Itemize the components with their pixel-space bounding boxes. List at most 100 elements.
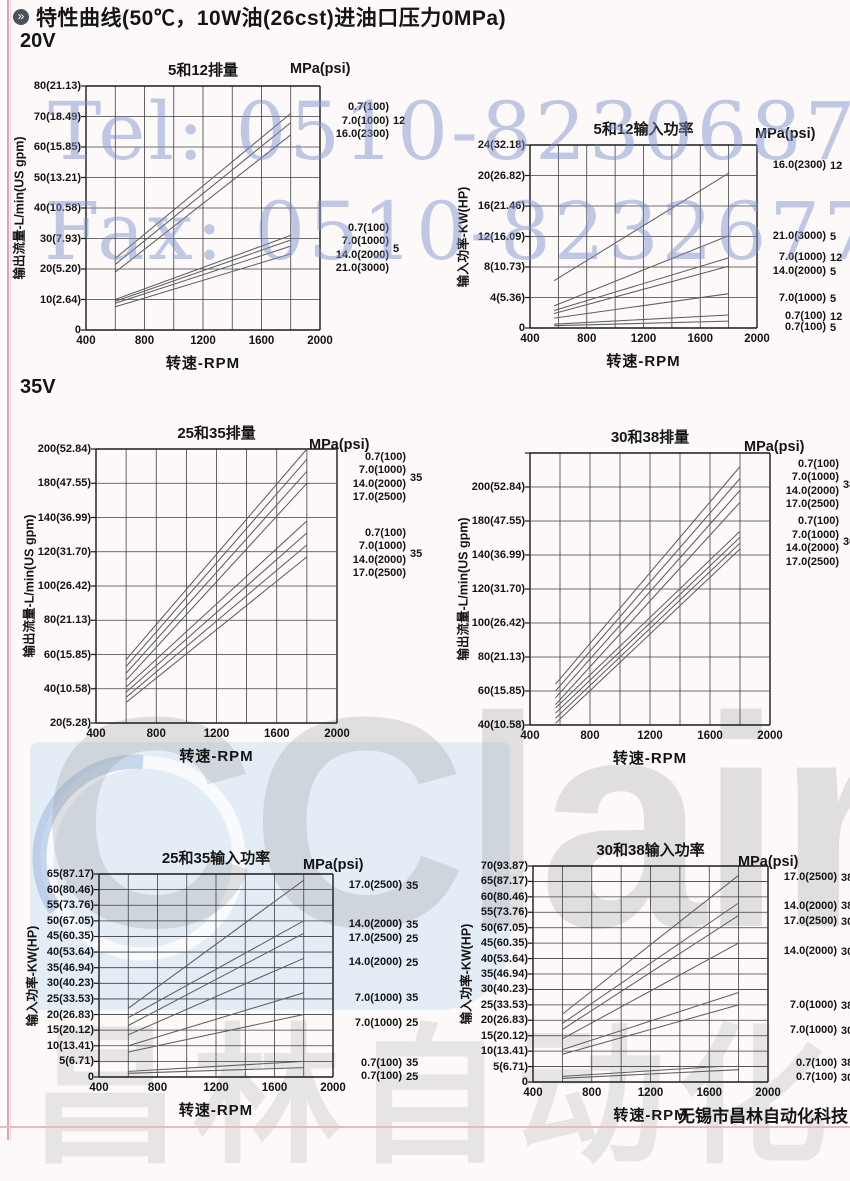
displacement-label: 12 [830,310,843,323]
y-tick-label: 80(21.13) [43,614,91,627]
x-tick-label: 1600 [248,335,275,347]
x-tick-label: 1200 [630,333,657,345]
pressure-label: 21.0(3000) [772,229,826,242]
y-tick-label: 120(31.70) [37,545,91,558]
pressure-label-group: 0.7(100) 12 [762,310,842,324]
pressure-unit-label: MPa(psi) [290,61,351,77]
y-tick-label: 100(26.42) [471,617,525,629]
pressure-unit-label: MPa(psi) [309,437,370,453]
y-axis-label: 输出流量-L/min(US gpm) [456,517,471,661]
y-tick-label: 200(52.84) [471,481,525,493]
curve-5-21.0(3000) [553,235,729,307]
pressure-unit-label: MPa(psi) [744,439,805,455]
pressure-label: 0.7(100) [798,515,839,528]
y-tick-label: 80(21.13) [33,80,81,92]
pressure-label-group: 7.0(1000) 5 [762,292,836,306]
curve-5-21.0(3000) [115,253,291,308]
pressure-label: 21.0(3000) [335,262,389,275]
curve-5-0.7(100) [115,234,291,300]
pressure-label-group: 16.0(2300) 12 [762,159,842,173]
displacement-label: 5 [393,242,400,255]
pressure-label: 7.0(1000) [341,114,389,127]
y-tick-label: 60(15.85) [33,141,81,153]
x-axis-label: 转速-RPM [606,353,681,370]
chart-title: 5和12排量 [167,62,239,79]
displacement-label: 35 [410,547,423,560]
pressure-label: 0.7(100) [348,101,389,114]
y-axis-label: 输出流量-L/min(US gpm) [12,136,27,280]
plot-area [525,144,758,329]
y-tick-label: 100(26.42) [37,580,91,592]
pressure-label-group: 7.0(1000) 12 [762,251,842,265]
plot-area [81,85,321,331]
pressure-label: 17.0(2500) [352,491,406,504]
curve-5-7.0(1000) [115,239,291,302]
pressure-label: 7.0(1000) [778,250,826,263]
pressure-label: 17.0(2500) [352,567,406,580]
pressure-label: 17.0(2500) [785,498,839,511]
chinese-watermark-text: 昌林自动化 [30,1013,841,1181]
y-tick-label: 180(47.55) [37,477,91,490]
pressure-label-group: 7.0(1000) 38 [773,999,850,1013]
page-border-left-inner [10,0,11,1140]
y-tick-label: 0 [74,324,81,336]
x-tick-label: 2000 [307,335,333,347]
pressure-label: 0.7(100) [785,310,826,323]
x-tick-label: 400 [520,333,540,345]
x-tick-label: 800 [134,335,155,347]
curve-5-0.7(100) [554,320,729,327]
curve-5-14.0(2000) [553,265,729,315]
pressure-label: 7.0(1000) [791,528,839,541]
displacement-label: 12 [830,159,843,172]
pressure-label: 7.0(1000) [791,471,839,484]
pressure-label: 7.0(1000) [358,464,406,477]
displacement-label: 5 [830,321,837,334]
page-border-bottom [0,1126,850,1128]
curve-35-7.0(1000) [125,458,308,667]
y-axis-label: 输出流量-L/min(US gpm) [22,514,37,658]
pressure-label: 7.0(1000) [358,540,406,553]
fax-watermark: Fax: 0510-82326771 [44,185,850,278]
y-tick-label: 0 [518,322,525,334]
y-tick-label: 140(36.99) [37,511,91,524]
pressure-label-group: 21.0(3000) 5 [762,230,836,244]
y-tick-label: 8(10.73) [484,261,525,273]
displacement-label: 35 [410,471,423,484]
y-tick-label: 40(10.58) [33,202,81,214]
curve-12-0.7(100) [114,112,292,259]
y-tick-label: 200(52.84) [37,443,91,455]
section-label-20v: 20V [20,30,56,52]
y-tick-label: 30(7.93) [40,232,81,245]
x-tick-label: 1200 [190,335,216,347]
pressure-label: 0.7(100) [785,321,826,334]
chart-title: 25和35排量 [177,425,256,442]
curve-5-14.0(2000) [115,245,291,304]
x-tick-label: 800 [577,333,597,345]
y-axis-label: 输入功率-KW(HP) [456,186,471,287]
page-border-left [7,0,9,1140]
displacement-label: 12 [830,251,843,264]
pressure-label: 7.0(1000) [341,235,389,248]
pressure-unit-label: MPa(psi) [755,126,816,142]
y-tick-label: 20(5.20) [40,263,81,275]
section-bullet-icon: » [13,9,29,25]
pressure-label-group: 0.7(100) 5 [762,321,836,335]
pressure-label: 14.0(2000) [352,477,406,490]
y-tick-label: 16(21.46) [477,200,525,212]
page-title: 特性曲线(50℃，10W油(26cst)进油口压力0MPa) [36,7,507,30]
pressure-label: 16.0(2300) [772,159,826,172]
pressure-label: 7.0(1000) [789,999,837,1012]
logo-watermark-text: CClair [40,654,850,990]
pressure-label-group: 0.7(100) 7.0(1000) 14.0(2000) 17.0(2500) 35 [342,451,422,505]
pressure-label: 0.7(100) [798,457,839,470]
chart-title: 5和12输入功率 [593,121,694,138]
y-tick-label: 4(5.36) [490,291,525,304]
curve-5-7.0(1000) [554,293,729,319]
curve-12-16.0(2300) [114,134,292,273]
curve-12-0.7(100) [554,314,729,325]
pressure-label-group: 0.7(100) 7.0(1000) 14.0(2000) 17.0(2500) 35 [342,527,422,581]
y-tick-label: 140(36.99) [471,549,525,561]
displacement-label: 38 [843,478,850,491]
chart-title: 30和38排量 [610,429,690,446]
y-tick-label: 180(47.55) [471,515,525,527]
